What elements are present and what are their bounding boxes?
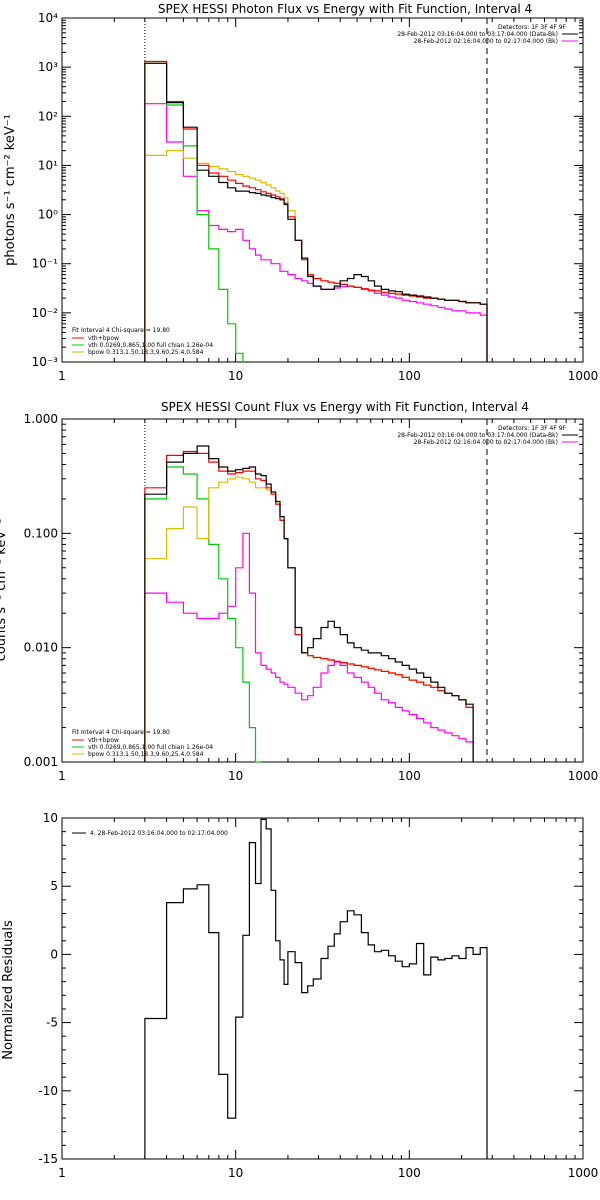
legend-fit: vth+bpow bbox=[88, 335, 119, 342]
x-tick-label: 10 bbox=[228, 769, 243, 783]
x-tick-label: 1 bbox=[58, 1166, 66, 1180]
series-total bbox=[144, 62, 488, 362]
series-total bbox=[144, 445, 474, 762]
y-tick-label: 0 bbox=[50, 947, 58, 961]
y-tick-label: 10 bbox=[43, 811, 58, 825]
time-bk: 28-Feb-2012 02:16:04.000 to 02:17:04.000… bbox=[414, 38, 558, 45]
x-ticks: 1 10 100 1000 bbox=[58, 419, 598, 783]
x-tick-label: 1 bbox=[58, 369, 66, 383]
y-tick-label: 0.100 bbox=[24, 526, 58, 540]
y-tick-label: -15 bbox=[38, 1152, 58, 1166]
x-tick-label: 1000 bbox=[568, 769, 599, 783]
v-lines bbox=[144, 18, 488, 362]
series-vth bbox=[144, 60, 244, 362]
fit-interval-label: Fit Interval 4 Chi-square = 19.80 bbox=[72, 729, 170, 736]
x-tick-label: 100 bbox=[398, 769, 421, 783]
x-tick-label: 10 bbox=[228, 369, 243, 383]
y-tick-label: 1.000 bbox=[24, 412, 58, 426]
legend-entry: 4. 28-Feb-2012 03:16:04.000 to 02:17:04.… bbox=[90, 830, 228, 837]
detectors-label: Detectors: 1F 3F 4F 9F bbox=[498, 24, 567, 31]
x-tick-label: 1000 bbox=[568, 369, 599, 383]
y-axis-label: counts s⁻¹ cm⁻² keV⁻¹ bbox=[0, 519, 9, 662]
y-ticks: 10⁻³ 10⁻² 10⁻¹ 10⁰ 10¹ 10² 10³ 10⁴ bbox=[32, 11, 583, 369]
plot-frame bbox=[61, 418, 584, 763]
y-axis-label: photons s⁻¹ cm⁻² keV⁻¹ bbox=[3, 114, 18, 266]
detectors-label: Detectors: 1F 3F 4F 9F bbox=[498, 425, 567, 432]
series-bk bbox=[144, 103, 488, 362]
series-group bbox=[144, 445, 474, 763]
y-tick-label: 10⁻² bbox=[32, 306, 59, 320]
legend-bpow: bpow 0.313,1.50,18.3,9.60,25.4,0.584 bbox=[88, 751, 204, 758]
time-data-bk: 28-Feb-2012 03:16:04.000 to 03:17:04.000… bbox=[397, 31, 558, 38]
y-ticks: -15 -10 -5 0 5 10 bbox=[38, 811, 583, 1166]
plot-frame bbox=[61, 817, 584, 1160]
fit-interval-label: Fit Interval 4 Chi-square = 19.80 bbox=[72, 327, 170, 334]
x-tick-label: 1 bbox=[58, 769, 66, 783]
count-flux-panel: SPEX HESSI Count Flux vs Energy with Fit… bbox=[0, 400, 598, 783]
y-tick-label: 10⁰ bbox=[38, 208, 58, 222]
y-tick-label: 10⁴ bbox=[38, 11, 58, 25]
series-group bbox=[144, 818, 488, 1159]
x-ticks: 1 10 100 1000 bbox=[58, 818, 598, 1180]
legend-vth: vth 0.0269,0.865,1.00 full chian 1.26e-0… bbox=[88, 744, 213, 751]
y-tick-label: -5 bbox=[46, 1016, 58, 1030]
x-tick-label: 10 bbox=[228, 1166, 243, 1180]
series-bk bbox=[144, 532, 474, 762]
series-fit bbox=[144, 450, 474, 762]
legend-fit: vth+bpow bbox=[88, 737, 119, 744]
legend-vth: vth 0.0269,0.865,1.00 full chian 1.26e-0… bbox=[88, 342, 213, 349]
photon-flux-panel: SPEX HESSI Photon Flux vs Energy with Fi… bbox=[3, 2, 598, 383]
plot-frame bbox=[61, 17, 584, 363]
time-bk: 28-Feb-2012 02:16:04.000 to 02:17:04.000… bbox=[414, 439, 558, 446]
x-tick-label: 1000 bbox=[568, 1166, 599, 1180]
panel-title: SPEX HESSI Photon Flux vs Energy with Fi… bbox=[158, 2, 532, 16]
x-tick-label: 100 bbox=[398, 1166, 421, 1180]
y-tick-label: 0.010 bbox=[24, 641, 58, 655]
y-ticks: 0.001 0.010 0.100 1.000 bbox=[24, 412, 583, 769]
y-tick-label: -10 bbox=[38, 1084, 58, 1098]
residuals-panel: Normalized Residuals -15 -10 -5 0 5 10 1 10 100… bbox=[1, 811, 598, 1180]
x-ticks: 1 10 100 1000 bbox=[58, 18, 598, 383]
y-tick-label: 10¹ bbox=[38, 158, 58, 172]
y-tick-label: 5 bbox=[50, 879, 58, 893]
y-tick-label: 10² bbox=[38, 109, 58, 123]
y-axis-label: Normalized Residuals bbox=[1, 920, 16, 1060]
series-vth bbox=[144, 466, 261, 763]
time-data-bk: 28-Feb-2012 03:16:04.000 to 03:17:04.000… bbox=[397, 432, 558, 439]
x-tick-label: 100 bbox=[398, 369, 421, 383]
legend-bpow: bpow 0.313,1.50,18.3,9.60,25.4,0.584 bbox=[88, 349, 204, 356]
panel-title: SPEX HESSI Count Flux vs Energy with Fit… bbox=[161, 400, 529, 414]
series-fit bbox=[144, 60, 488, 362]
y-tick-label: 10⁻¹ bbox=[32, 257, 59, 271]
v-lines bbox=[144, 419, 488, 762]
series-total bbox=[144, 818, 488, 1159]
series-bpow bbox=[144, 150, 488, 362]
y-tick-label: 0.001 bbox=[24, 755, 58, 769]
series-group bbox=[144, 60, 488, 362]
y-tick-label: 10³ bbox=[38, 60, 58, 74]
y-tick-label: 10⁻³ bbox=[32, 355, 59, 369]
